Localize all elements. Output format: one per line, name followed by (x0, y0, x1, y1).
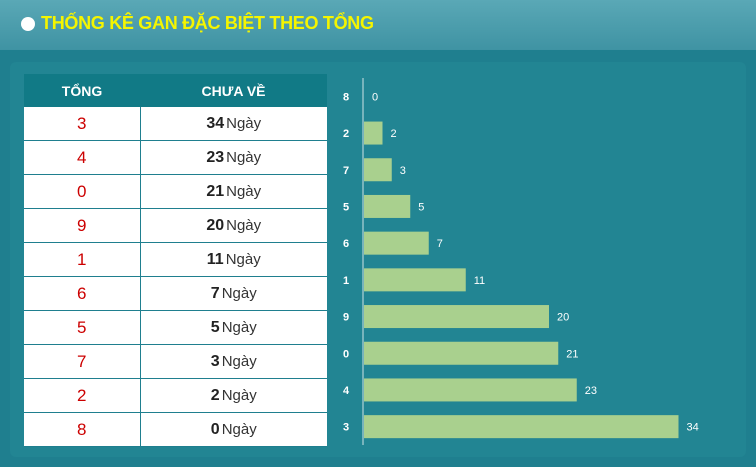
table-row: 7 3 Ngày (24, 344, 327, 379)
bar (364, 194, 411, 218)
table-row: 6 7 Ngày (24, 276, 327, 311)
bar-value-label: 34 (687, 422, 699, 434)
sum-value: 6 (77, 283, 87, 303)
category-tick-label: 2 (343, 128, 349, 140)
days-unit: Ngày (221, 352, 257, 370)
days-value: 2 (210, 386, 220, 404)
bar-value-label: 21 (566, 348, 578, 360)
sum-value: 9 (77, 215, 87, 235)
category-tick-label: 6 (343, 238, 349, 250)
days-cell: 21 Ngày (140, 174, 327, 209)
days-value: 34 (206, 114, 225, 132)
days-cell: 0 Ngày (140, 412, 327, 447)
sum-cell: 9 (24, 208, 141, 243)
gan-table: TỔNG CHƯA VỀ 3 34 Ngày 4 23 Ngày 0 21 Ngày 9 20 Ngà… (24, 74, 327, 447)
category-tick-label: 5 (343, 201, 349, 213)
table-row: 4 23 Ngày (24, 140, 327, 175)
bar-value-label: 2 (391, 128, 397, 140)
category-tick-label: 8 (343, 91, 349, 103)
bar (364, 341, 559, 365)
days-unit: Ngày (226, 114, 262, 132)
days-cell: 23 Ngày (140, 140, 327, 175)
bar (364, 305, 549, 329)
bar-value-label: 5 (418, 201, 424, 213)
bar (364, 268, 466, 292)
column-header-days: CHƯA VỀ (140, 74, 327, 107)
table-row: 9 20 Ngày (24, 208, 327, 243)
days-cell: 3 Ngày (140, 344, 327, 379)
bar-value-label: 0 (372, 91, 378, 103)
sum-value: 7 (77, 351, 87, 371)
days-value: 5 (210, 318, 220, 336)
days-unit: Ngày (226, 216, 262, 234)
days-unit: Ngày (221, 318, 257, 336)
table-row: 0 21 Ngày (24, 174, 327, 209)
sum-cell: 3 (24, 107, 141, 141)
table-row: 1 11 Ngày (24, 242, 327, 277)
bar-value-label: 23 (585, 385, 597, 397)
bar-value-label: 3 (400, 165, 406, 177)
bar (364, 158, 392, 182)
sum-value: 0 (77, 181, 87, 201)
bar-value-label: 7 (437, 238, 443, 250)
days-unit: Ngày (226, 148, 262, 166)
bar-value-label: 11 (474, 275, 485, 287)
sum-value: 3 (77, 113, 87, 133)
sum-cell: 7 (24, 344, 141, 379)
category-tick-label: 7 (343, 165, 349, 177)
table-row: 2 2 Ngày (24, 378, 327, 413)
sum-cell: 0 (24, 174, 141, 209)
sum-cell: 6 (24, 276, 141, 311)
sum-value: 8 (77, 419, 87, 439)
table-row: 8 0 Ngày (24, 412, 327, 447)
table-header-row: TỔNG CHƯA VỀ (24, 74, 327, 107)
sum-cell: 4 (24, 140, 141, 175)
bar (364, 378, 577, 402)
sum-value: 1 (77, 249, 87, 269)
days-cell: 11 Ngày (140, 242, 327, 277)
category-tick-label: 4 (343, 385, 350, 397)
bar (364, 415, 679, 439)
days-value: 3 (210, 352, 220, 370)
sum-cell: 2 (24, 378, 141, 413)
days-unit: Ngày (221, 284, 257, 302)
bar (364, 121, 383, 145)
table-row: 5 5 Ngày (24, 310, 327, 345)
category-tick-label: 9 (343, 312, 349, 324)
bullet-dot-icon (21, 17, 35, 31)
days-unit: Ngày (221, 386, 257, 404)
header-bar: THỐNG KÊ GAN ĐẶC BIỆT THEO TỔNG (0, 0, 756, 50)
days-cell: 7 Ngày (140, 276, 327, 311)
days-value: 23 (206, 148, 225, 166)
days-value: 20 (206, 216, 225, 234)
category-tick-label: 3 (343, 422, 349, 434)
sum-value: 5 (77, 317, 87, 337)
days-cell: 34 Ngày (140, 107, 327, 141)
column-header-sum: TỔNG (24, 74, 140, 107)
days-unit: Ngày (226, 182, 262, 200)
table-row: 3 34 Ngày (24, 107, 327, 141)
page-title: THỐNG KÊ GAN ĐẶC BIỆT THEO TỔNG (41, 13, 374, 33)
sum-cell: 5 (24, 310, 141, 345)
days-cell: 5 Ngày (140, 310, 327, 345)
days-value: 0 (210, 420, 220, 438)
category-tick-label: 0 (343, 348, 349, 360)
sum-value: 4 (77, 147, 87, 167)
sum-cell: 1 (24, 242, 141, 277)
days-cell: 2 Ngày (140, 378, 327, 413)
days-value: 11 (206, 250, 224, 268)
days-cell: 20 Ngày (140, 208, 327, 243)
days-value: 21 (206, 182, 225, 200)
sum-cell: 8 (24, 412, 141, 447)
category-tick-label: 1 (343, 275, 349, 287)
sum-value: 2 (77, 385, 87, 405)
days-unit: Ngày (221, 420, 257, 438)
bar (364, 231, 429, 255)
days-value: 7 (210, 284, 220, 302)
bar-value-label: 20 (557, 312, 569, 324)
gan-bar-chart: 8 02 27 35 56 71 119 200 214 233 34 (343, 78, 699, 445)
days-unit: Ngày (225, 250, 261, 268)
